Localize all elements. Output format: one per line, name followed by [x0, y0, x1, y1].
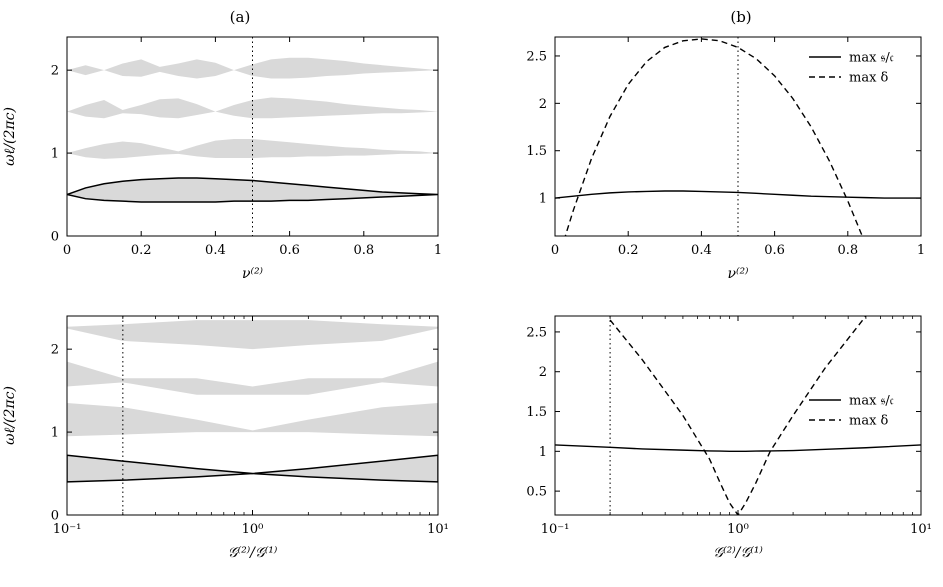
y-tick-label: 1: [51, 426, 59, 441]
x-tick-label: 10⁰: [242, 522, 264, 537]
band-2: [67, 403, 438, 437]
x-tick-label: 0.8: [837, 243, 858, 258]
panel-title-a: (a): [230, 8, 251, 26]
band-1: [67, 177, 438, 203]
x-tick-label: 10⁻¹: [53, 522, 82, 537]
legend: max 𝔰/𝔠 max δ: [809, 394, 894, 429]
x-tick-label: 0.6: [279, 243, 300, 258]
x-tick-label: 1: [917, 243, 925, 258]
y-tick-label: 2: [51, 64, 59, 79]
x-axis-label: 𝒢⁽²⁾/𝒢⁽¹⁾: [228, 545, 278, 561]
y-tick-label: 2: [51, 343, 59, 358]
chart-top-right: 0 0.2 0.4 0.6 0.8 1 1 1.5 2 2.5 ν⁽²⁾ max 𝔰/𝔠 max δ: [526, 36, 925, 282]
plot-area: [555, 37, 921, 236]
legend-label: max δ: [849, 71, 889, 86]
y-tick-label: 0: [51, 230, 59, 245]
y-tick-label: 1.5: [526, 405, 547, 420]
series-line-2: [609, 316, 867, 515]
x-tick-label: 0.2: [618, 243, 639, 258]
x-tick-label: 0: [551, 243, 559, 258]
x-tick-label: 10⁰: [727, 522, 749, 537]
x-tick-label: 0.6: [764, 243, 785, 258]
x-tick-label: 0: [63, 243, 71, 258]
chart-top-left: 0 0.2 0.4 0.6 0.8 1 0 1 2 ν⁽²⁾ ωℓ/(2πc): [2, 36, 442, 282]
chart-bottom-left: 10⁻¹ 10⁰ 10¹ 0 1 2 𝒢⁽²⁾/𝒢⁽¹⁾ ωℓ/(2πc): [2, 315, 449, 561]
y-tick-label: 2: [539, 97, 547, 112]
plot-frame: [554, 36, 922, 237]
y-tick-label: 2.5: [526, 325, 547, 340]
legend-label: max δ: [849, 414, 889, 429]
band-3: [67, 361, 438, 395]
x-axis-label: 𝒢⁽²⁾/𝒢⁽¹⁾: [713, 545, 763, 561]
x-tick-label: 10¹: [910, 522, 932, 537]
x-tick-label: 0.4: [205, 243, 226, 258]
y-tick-label: 1: [539, 192, 547, 207]
band-4: [67, 57, 438, 79]
y-axis-label: ωℓ/(2πc): [2, 386, 18, 445]
series-line-1: [555, 444, 921, 453]
y-axis-label: ωℓ/(2πc): [2, 107, 18, 166]
plot-area: [555, 316, 921, 515]
legend-label: max 𝔰/𝔠: [849, 51, 894, 66]
x-tick-label: 0.8: [353, 243, 374, 258]
series-line-1: [555, 190, 921, 199]
band-4: [67, 320, 438, 350]
x-axis-label: ν⁽²⁾: [728, 266, 750, 282]
series-line-2: [564, 38, 863, 236]
x-tick-label: 1: [434, 243, 442, 258]
y-tick-label: 2.5: [526, 49, 547, 64]
y-tick-label: 1: [51, 147, 59, 162]
y-tick-label: 1.5: [526, 144, 547, 159]
x-tick-label: 0.4: [691, 243, 712, 258]
plot-area: [67, 316, 438, 515]
plot-frame: [66, 36, 439, 237]
y-tick-label: 1: [539, 445, 547, 460]
x-tick-label: 0.2: [131, 243, 152, 258]
panel-title-b: (b): [730, 8, 751, 26]
plot-area: [67, 37, 438, 236]
y-tick-label: 2: [539, 365, 547, 380]
legend-label: max 𝔰/𝔠: [849, 394, 894, 409]
y-tick-label: 0.5: [526, 485, 547, 500]
band-3: [67, 97, 438, 119]
band-2: [67, 138, 438, 159]
x-tick-label: 10¹: [427, 522, 449, 537]
band-1: [67, 454, 438, 483]
x-tick-label: 10⁻¹: [541, 522, 570, 537]
y-tick-label: 0: [51, 509, 59, 524]
legend: max 𝔰/𝔠 max δ: [809, 51, 894, 86]
x-axis-label: ν⁽²⁾: [242, 266, 264, 282]
